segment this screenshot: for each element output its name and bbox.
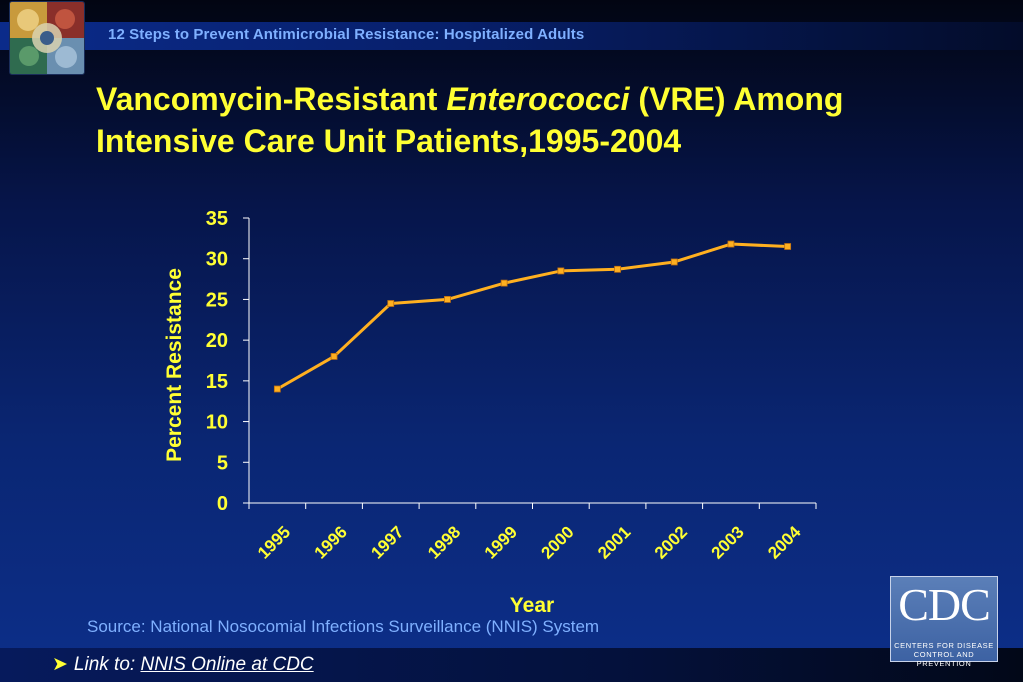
x-tick-label: 2003	[708, 522, 748, 562]
footer-bar	[0, 648, 1023, 682]
x-tick-label: 1998	[424, 522, 464, 562]
series-line	[276, 242, 788, 391]
link-prefix: Link to:	[73, 654, 141, 675]
x-tick-label: 2001	[594, 522, 634, 562]
y-tick-label: 10	[206, 412, 228, 434]
y-tick-label: 15	[206, 371, 228, 393]
x-tick-label: 2002	[651, 522, 691, 562]
x-axis-title: Year	[510, 594, 554, 617]
y-tick-label: 30	[206, 249, 228, 271]
cdc-logo-line1: CENTERS FOR DISEASE	[894, 641, 994, 650]
data-point	[273, 385, 281, 393]
cdc-logo-line2: CONTROL AND PREVENTION	[913, 650, 975, 668]
cdc-logo: CDC CENTERS FOR DISEASE CONTROL AND PREV…	[890, 576, 998, 668]
title-part2: (VRE) Among	[629, 81, 844, 117]
title-line2: Intensive Care Unit Patients,1995-2004	[96, 123, 682, 159]
x-tick-label: 1995	[254, 522, 294, 562]
data-point	[500, 279, 508, 287]
x-tick-label: 2004	[764, 522, 805, 563]
data-point	[387, 300, 395, 307]
data-point	[614, 265, 621, 273]
collage-logo-icon	[9, 1, 85, 75]
x-tick-label: 1999	[481, 522, 521, 562]
data-point	[784, 243, 792, 250]
y-tick-label: 25	[206, 289, 228, 311]
header-bar	[0, 22, 1023, 50]
y-tick-label: 0	[217, 493, 228, 515]
cdc-logo-text: CDC	[898, 579, 991, 630]
arrow-bullet-icon: ➤	[52, 654, 68, 675]
cdc-logo-subtitle: CENTERS FOR DISEASE CONTROL AND PREVENTI…	[891, 641, 997, 668]
link-row: ➤ Link to: NNIS Online at CDC	[52, 653, 314, 676]
x-tick-label: 1997	[367, 522, 407, 562]
header-title: 12 Steps to Prevent Antimicrobial Resist…	[108, 26, 585, 43]
data-point	[444, 296, 451, 303]
y-tick-label: 20	[206, 330, 228, 352]
y-tick-label: 5	[217, 452, 228, 474]
title-part1: Vancomycin-Resistant	[96, 81, 447, 117]
slide-title: Vancomycin-Resistant Enterococci (VRE) A…	[96, 78, 996, 162]
x-tick-label: 1996	[311, 522, 351, 562]
data-point	[557, 267, 565, 275]
data-point	[670, 258, 678, 266]
y-tick-label: 35	[206, 208, 228, 230]
source-note: Source: National Nosocomial Infections S…	[87, 617, 600, 636]
data-point	[727, 240, 735, 248]
data-point	[330, 353, 338, 360]
title-italic: Enterococci	[446, 81, 630, 117]
x-tick-label: 2000	[537, 522, 577, 562]
y-axis-title: Percent Resistance	[163, 268, 186, 462]
nnis-link[interactable]: NNIS Online at CDC	[140, 654, 314, 675]
